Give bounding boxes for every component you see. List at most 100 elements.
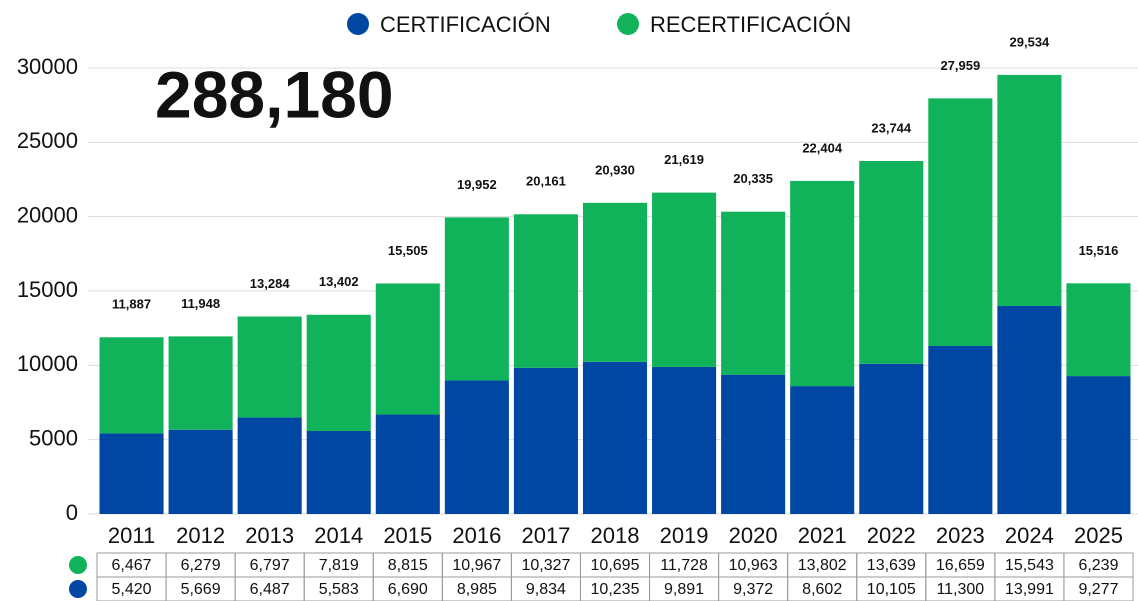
- bar-segment: [168, 336, 233, 430]
- x-tick-label: 2016: [452, 523, 501, 548]
- table-value: 10,235: [591, 581, 640, 598]
- total-label: 27,959: [940, 58, 980, 73]
- bar-segment: [859, 161, 924, 364]
- bar-segment: [237, 417, 302, 514]
- total-label: 13,402: [319, 274, 359, 289]
- table-value: 7,819: [319, 557, 359, 574]
- table-value: 6,487: [250, 581, 290, 598]
- x-tick-label: 2023: [936, 523, 985, 548]
- table-value: 13,639: [867, 557, 916, 574]
- total-label: 19,952: [457, 177, 497, 192]
- table-value: 5,420: [112, 581, 152, 598]
- table-value: 10,695: [591, 557, 640, 574]
- x-tick-label: 2025: [1074, 523, 1123, 548]
- bar-segment: [237, 316, 302, 418]
- y-tick-label: 15000: [17, 277, 78, 302]
- legend-label: CERTIFICACIÓN: [380, 12, 551, 37]
- bar-segment: [652, 192, 717, 367]
- table-value: 9,372: [733, 581, 773, 598]
- table-value: 11,300: [936, 581, 984, 598]
- total-label: 21,619: [664, 152, 704, 167]
- bar-segment: [306, 430, 371, 514]
- table-value: 10,963: [729, 557, 778, 574]
- bar-segment: [790, 180, 855, 387]
- total-label: 11,887: [112, 297, 151, 312]
- bar-segment: [1066, 376, 1131, 514]
- table-legend-marker: [69, 580, 87, 598]
- table-value: 16,659: [936, 557, 985, 574]
- y-tick-label: 10000: [17, 351, 78, 376]
- total-label: 20,930: [595, 162, 635, 177]
- x-tick-label: 2019: [660, 523, 709, 548]
- bar-segment: [582, 202, 648, 362]
- table-legend-marker: [69, 556, 87, 574]
- table-value: 9,277: [1078, 581, 1118, 598]
- legend-label: RECERTIFICACIÓN: [650, 12, 851, 37]
- x-tick-label: 2014: [314, 523, 363, 548]
- total-annotation: 288,180: [155, 57, 394, 131]
- bar-segment: [997, 74, 1062, 307]
- bar-segment: [375, 414, 440, 514]
- table-cell: [1063, 576, 1134, 601]
- table-value: 6,279: [181, 557, 221, 574]
- bar-segment: [99, 433, 164, 514]
- bar-segment: [859, 363, 924, 514]
- x-tick-label: 2020: [729, 523, 778, 548]
- table-value: 5,583: [319, 581, 359, 598]
- bar-segment: [444, 380, 509, 514]
- bar-segment: [721, 374, 786, 514]
- y-tick-label: 20000: [17, 202, 78, 227]
- table-value: 10,967: [452, 557, 501, 574]
- bar-segment: [721, 211, 786, 375]
- x-tick-label: 2022: [867, 523, 916, 548]
- table-value: 9,834: [526, 581, 566, 598]
- x-tick-label: 2017: [521, 523, 570, 548]
- table-value: 6,467: [112, 557, 152, 574]
- x-tick-label: 2011: [108, 523, 155, 548]
- table-value: 6,239: [1078, 557, 1118, 574]
- y-tick-label: 5000: [29, 425, 78, 450]
- table-value: 10,327: [521, 557, 570, 574]
- table-value: 8,815: [388, 557, 428, 574]
- y-tick-label: 0: [66, 500, 78, 525]
- table-value: 6,690: [388, 581, 428, 598]
- bar-segment: [928, 346, 993, 514]
- legend-marker: [617, 13, 639, 35]
- table-value: 6,797: [250, 557, 290, 574]
- bar-segment: [168, 429, 233, 514]
- bar-segment: [790, 386, 855, 514]
- table-value: 15,543: [1005, 557, 1054, 574]
- legend-marker: [347, 13, 369, 35]
- bar-segment: [513, 367, 578, 514]
- table-value: 9,891: [664, 581, 704, 598]
- y-tick-label: 30000: [17, 54, 78, 79]
- y-tick-label: 25000: [17, 128, 78, 153]
- bar-segment: [306, 314, 371, 431]
- bar-segment: [928, 98, 993, 347]
- total-label: 22,404: [802, 140, 843, 155]
- table-value: 11,728: [660, 557, 708, 574]
- table-value: 10,105: [867, 581, 916, 598]
- total-label: 29,534: [1010, 34, 1051, 49]
- total-label: 23,744: [871, 120, 912, 135]
- x-tick-label: 2013: [245, 523, 294, 548]
- bar-segment: [1066, 283, 1131, 377]
- bar-segment: [652, 366, 717, 514]
- x-tick-label: 2012: [176, 523, 225, 548]
- bar-segment: [375, 283, 440, 415]
- bar-segment: [582, 361, 648, 514]
- total-label: 11,948: [181, 296, 220, 311]
- total-label: 15,505: [388, 243, 428, 258]
- total-label: 13,284: [250, 276, 291, 291]
- table-value: 8,985: [457, 581, 497, 598]
- bar-segment: [513, 214, 578, 368]
- total-label: 20,161: [526, 174, 566, 189]
- table-value: 5,669: [181, 581, 221, 598]
- table-value: 13,991: [1005, 581, 1054, 598]
- x-tick-label: 2015: [383, 523, 432, 548]
- bar-segment: [997, 306, 1062, 514]
- bar-segment: [99, 337, 164, 434]
- total-label: 20,335: [733, 171, 773, 186]
- x-tick-label: 2018: [591, 523, 640, 548]
